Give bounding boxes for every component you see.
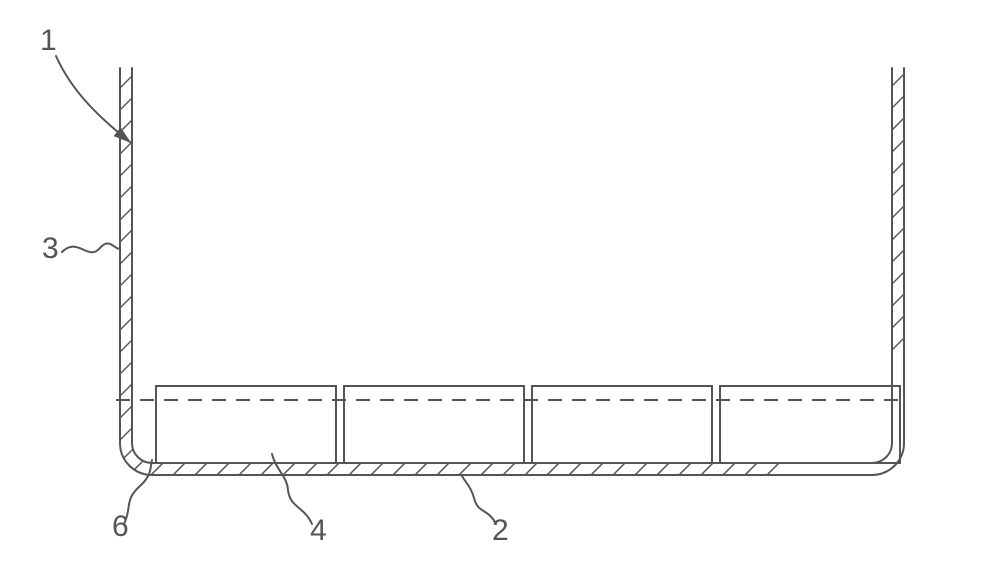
label-4: 4 xyxy=(310,514,327,547)
label-6: 6 xyxy=(112,510,129,543)
label-1: 1 xyxy=(40,24,57,57)
leader-3 xyxy=(62,243,120,252)
leader-1 xyxy=(56,56,130,142)
vessel-outer xyxy=(120,68,904,475)
label-3: 3 xyxy=(42,232,59,265)
vessel-inner xyxy=(132,68,892,463)
block-3 xyxy=(532,386,712,463)
label-2: 2 xyxy=(492,514,509,547)
block-2 xyxy=(344,386,524,463)
leader-2 xyxy=(462,476,496,524)
block-4 xyxy=(720,386,900,463)
block-1 xyxy=(156,386,336,463)
leader-4 xyxy=(272,454,312,524)
